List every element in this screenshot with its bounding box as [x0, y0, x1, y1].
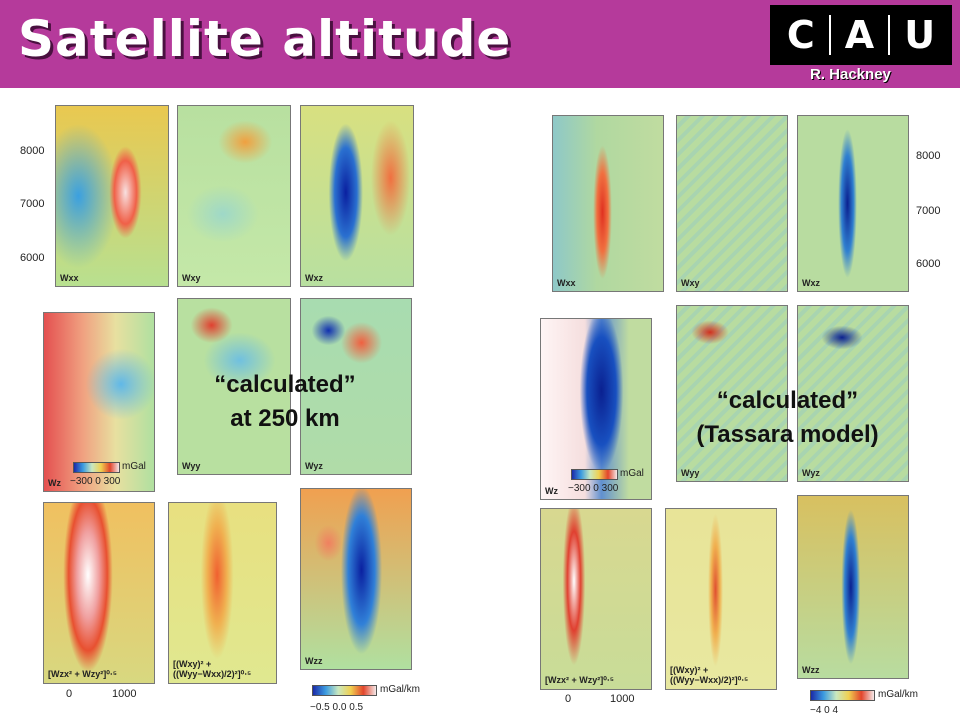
map-panel-wyy: Wyy — [177, 298, 291, 475]
cau-logo: C A U — [770, 5, 952, 65]
logo-letter-a: A — [844, 13, 875, 57]
logo-letter-c: C — [786, 13, 815, 57]
left-gravity-colorbar-unit: mGal — [122, 461, 146, 472]
map-panel-wz: Wz — [43, 312, 155, 492]
right-caption-line: “calculated” — [716, 387, 859, 414]
right-y-tick: 7000 — [916, 205, 941, 217]
left-gradient-colorbar — [312, 685, 377, 696]
right-gradient-colorbar-ticks: −4 0 4 — [810, 705, 839, 716]
map-panel-horizontal-invariant: [(Wxy)² + ((Wyy−Wxx)/2)²]⁰⋅⁵ — [665, 508, 777, 690]
right-gravity-colorbar-ticks: −300 0 300 — [568, 483, 619, 494]
right-caption-line: (Tassara model) — [696, 421, 879, 448]
map-panel-wyz: Wyz — [797, 305, 909, 482]
map-panel-wxz: Wxz — [797, 115, 909, 292]
slide-title: Satellite altitude — [18, 10, 512, 68]
left-x-tick: 1000 — [112, 688, 137, 700]
left-y-tick: 6000 — [20, 252, 45, 264]
left-x-tick: 0 — [66, 688, 73, 700]
left-y-tick: 7000 — [20, 198, 45, 210]
map-panel-wxy: Wxy — [676, 115, 788, 292]
logo-divider — [888, 15, 891, 55]
right-gravity-colorbar-unit: mGal — [620, 468, 644, 479]
right-y-tick: 8000 — [916, 150, 941, 162]
author-credit: R. Hackney — [810, 66, 891, 83]
map-panel-wzz: Wzz — [797, 495, 909, 679]
left-caption: “calculated” at 250 km — [180, 368, 390, 436]
left-y-tick: 8000 — [20, 145, 45, 157]
map-panel-horizontal-gradient: [Wzx² + Wzy²]⁰⋅⁵ — [43, 502, 155, 684]
map-panel-wxy: Wxy — [177, 105, 291, 287]
map-panel-horizontal-invariant: [(Wxy)² + ((Wyy−Wxx)/2)²]⁰⋅⁵ — [168, 502, 277, 684]
right-gradient-colorbar — [810, 690, 875, 701]
right-y-tick: 6000 — [916, 258, 941, 270]
right-x-tick: 1000 — [610, 693, 635, 705]
right-x-tick: 0 — [565, 693, 572, 705]
map-panel-wxx: Wxx — [552, 115, 664, 292]
map-panel-wxx: Wxx — [55, 105, 169, 287]
left-gradient-colorbar-ticks: −0.5 0.0 0.5 — [310, 702, 364, 713]
right-gravity-colorbar — [571, 469, 618, 480]
logo-divider — [828, 15, 831, 55]
map-panel-wyz: Wyz — [300, 298, 412, 475]
left-gravity-colorbar — [73, 462, 120, 473]
left-caption-line: at 250 km — [230, 405, 340, 432]
map-panel-wxz: Wxz — [300, 105, 414, 287]
logo-letter-u: U — [904, 13, 936, 57]
left-gradient-colorbar-unit: mGal/km — [380, 684, 420, 695]
map-panel-wzz: Wzz — [300, 488, 412, 670]
left-caption-line: “calculated” — [214, 371, 356, 398]
right-gradient-colorbar-unit: mGal/km — [878, 689, 918, 700]
left-gravity-colorbar-ticks: −300 0 300 — [70, 476, 121, 487]
map-panel-horizontal-gradient: [Wzx² + Wzy²]⁰⋅⁵ — [540, 508, 652, 690]
map-panel-wyy: Wyy — [676, 305, 788, 482]
right-caption: “calculated” (Tassara model) — [660, 384, 915, 452]
